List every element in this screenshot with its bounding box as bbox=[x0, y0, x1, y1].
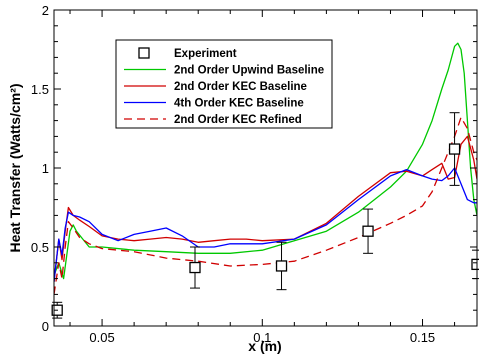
x-tick-label: 0.1 bbox=[253, 330, 271, 345]
experiment-point bbox=[448, 112, 461, 186]
experiment-point bbox=[189, 246, 201, 289]
series-line-2nd-order-kec-baseline bbox=[54, 135, 477, 282]
y-tick-label: 1 bbox=[42, 161, 49, 176]
x-tick-label: 0.05 bbox=[89, 330, 114, 345]
x-axis-title: x (m) bbox=[248, 338, 281, 354]
experiment-point bbox=[275, 241, 288, 291]
legend-entry: 2nd Order KEC Baseline bbox=[124, 81, 307, 93]
y-tick-label: 0 bbox=[42, 319, 49, 334]
experiment-point bbox=[471, 249, 479, 280]
experiment-marker bbox=[448, 143, 461, 155]
legend-entry: Experiment bbox=[138, 47, 237, 60]
series-line-2nd-order-kec-refined bbox=[54, 116, 477, 295]
legend-label: 2nd Order KEC Baseline bbox=[174, 81, 307, 93]
experiment-layer bbox=[51, 112, 479, 319]
axis-layer: 0.05 0.1 0.15 0 0.5 1 1.5 2 bbox=[31, 3, 477, 345]
y-tick-label: 0.5 bbox=[31, 240, 49, 255]
legend-label: 4th Order KEC Baseline bbox=[174, 98, 304, 110]
legend-label: Experiment bbox=[174, 48, 237, 60]
y-tick-label: 1.5 bbox=[31, 82, 49, 97]
experiment-marker bbox=[471, 258, 479, 271]
legend: Experiment 2nd Order Upwind Baseline 2nd O… bbox=[115, 39, 333, 129]
experiment-marker bbox=[362, 225, 374, 237]
legend-entry: 4th Order KEC Baseline bbox=[124, 98, 304, 110]
series-line-2nd-order-upwind-baseline bbox=[54, 42, 477, 280]
legend-label: 2nd Order KEC Refined bbox=[174, 114, 302, 126]
y-tick-label: 2 bbox=[42, 3, 49, 18]
experiment-marker bbox=[189, 261, 201, 274]
experiment-point bbox=[362, 208, 374, 254]
legend-entries: Experiment 2nd Order Upwind Baseline 2nd O… bbox=[124, 47, 324, 126]
legend-label: 2nd Order Upwind Baseline bbox=[174, 65, 324, 77]
legend-marker-experiment bbox=[138, 47, 150, 59]
series-line-4th-order-kec-baseline bbox=[54, 167, 477, 282]
experiment-marker bbox=[275, 260, 288, 272]
x-tick-label: 0.15 bbox=[410, 330, 435, 345]
legend-box bbox=[115, 39, 333, 129]
legend-entry: 2nd Order KEC Refined bbox=[124, 114, 302, 126]
y-axis-title: Heat Transfer (Watts/cm²) bbox=[7, 83, 23, 252]
legend-entry: 2nd Order Upwind Baseline bbox=[124, 65, 324, 77]
